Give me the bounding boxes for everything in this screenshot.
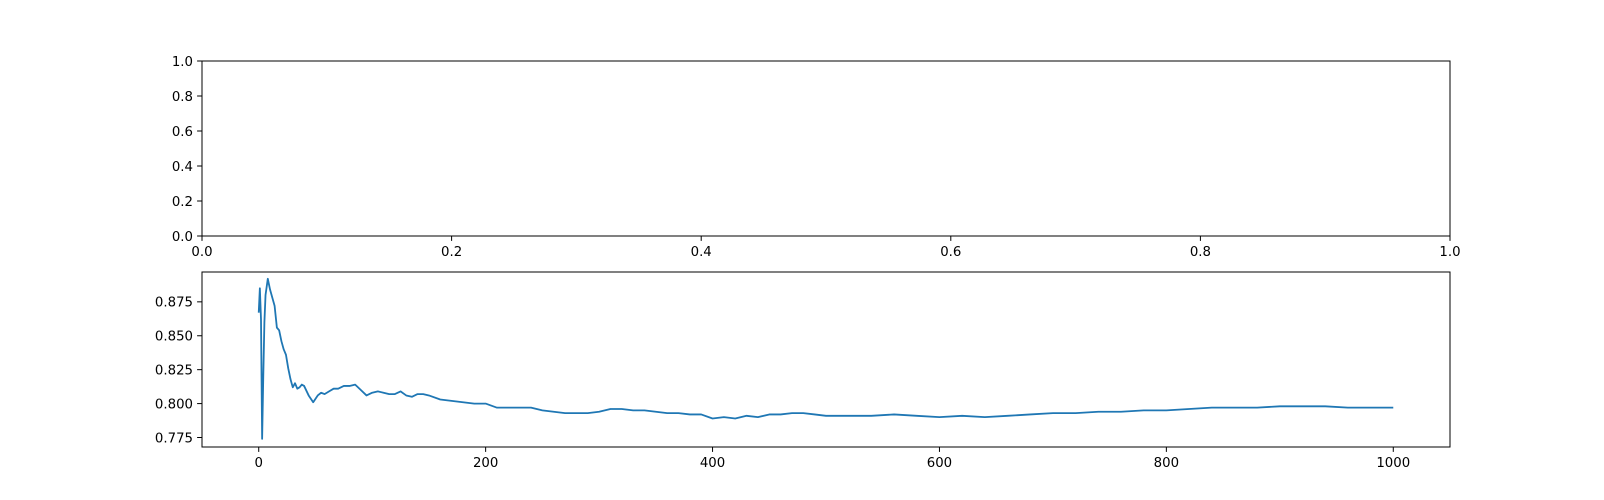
x-tick-label: 1000 — [1376, 456, 1410, 471]
x-tick-label: 600 — [927, 456, 952, 471]
x-tick-label: 400 — [700, 456, 725, 471]
x-tick-label: 0.0 — [191, 245, 212, 260]
x-tick-label: 800 — [1154, 456, 1179, 471]
y-tick-label: 0.800 — [155, 397, 193, 412]
y-tick-label: 0.8 — [172, 90, 193, 105]
x-tick-label: 0.8 — [1190, 245, 1211, 260]
y-tick-label: 0.775 — [155, 431, 193, 446]
x-tick-label: 0.2 — [441, 245, 462, 260]
y-tick-label: 0.850 — [155, 330, 193, 345]
series-line-0 — [257, 277, 1394, 440]
y-tick-label: 0.825 — [155, 363, 193, 378]
y-tick-label: 0.4 — [172, 160, 193, 175]
axes-frame — [201, 271, 1451, 448]
y-tick-label: 1.0 — [172, 55, 193, 70]
x-tick-label: 0.6 — [940, 245, 961, 260]
x-tick-label: 1.0 — [1439, 245, 1460, 260]
x-tick-label: 0 — [254, 456, 262, 471]
y-tick-label: 0.2 — [172, 195, 193, 210]
x-tick-label: 200 — [473, 456, 498, 471]
bottom-axes: 0 200 400 600 800 1000 0.775 0.800 0.825 0.850 0.8… — [155, 271, 1451, 471]
y-tick-label: 0.0 — [172, 230, 193, 245]
y-tick-label: 0.875 — [155, 296, 193, 311]
top-axes: 0.0 0.2 0.4 0.6 0.8 1.0 0.0 0.2 0.4 0.6 0.8 1.0 — [172, 55, 1461, 260]
y-tick-label: 0.6 — [172, 125, 193, 140]
x-tick-label: 0.4 — [691, 245, 712, 260]
axes-frame — [201, 60, 1451, 237]
